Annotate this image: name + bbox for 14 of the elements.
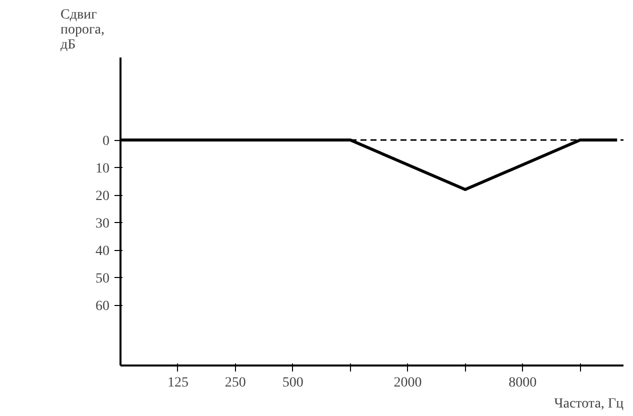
y-tick-label: 0 [102, 134, 110, 149]
y-tick-label: 20 [96, 189, 110, 204]
x-tick-label: 125 [167, 376, 188, 390]
x-tick-label: 250 [224, 376, 246, 390]
y-axis-title: Сдвиг порога, дБ [60, 8, 104, 52]
y-tick-label: 60 [96, 299, 110, 314]
y-tick-label: 30 [96, 216, 110, 232]
x-tick-label: 8000 [508, 376, 537, 390]
y-tick-label: 40 [96, 244, 110, 259]
x-tick-label: 2000 [394, 376, 422, 390]
x-axis-title: Частота, Гц [554, 396, 624, 412]
y-tick-label: 10 [96, 162, 110, 176]
y-tick-label: 50 [96, 272, 110, 286]
x-tick-label: 500 [282, 376, 304, 390]
